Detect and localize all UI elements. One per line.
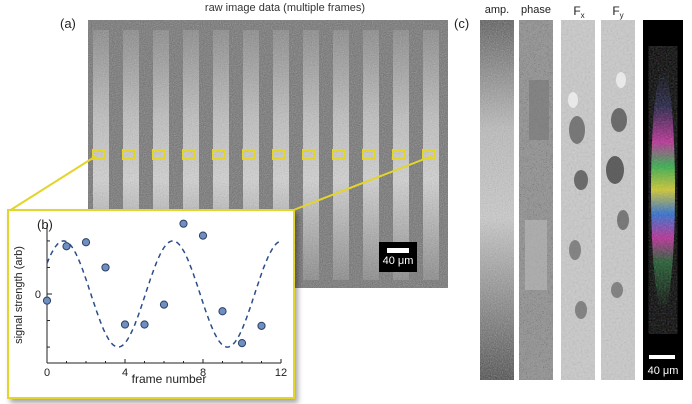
x-tick-label: 8 bbox=[200, 367, 206, 379]
x-tick-label: 4 bbox=[122, 367, 128, 379]
scalebar-label: 40 μm bbox=[382, 255, 414, 267]
roi-box bbox=[212, 149, 226, 160]
cmap-scalebar-label: 40 μm bbox=[648, 365, 679, 377]
panel-c-label: (c) bbox=[454, 16, 470, 31]
raw-scalebar: 40 μm bbox=[379, 242, 417, 272]
fit-curve bbox=[46, 240, 282, 348]
data-point bbox=[120, 320, 130, 329]
fy-strip bbox=[601, 20, 635, 380]
panel-a-label: (a) bbox=[60, 16, 76, 31]
data-point bbox=[140, 320, 149, 329]
roi-box bbox=[332, 149, 346, 160]
roi-box bbox=[302, 149, 316, 160]
data-point bbox=[179, 219, 188, 228]
panel-b-label: (b) bbox=[37, 217, 53, 232]
y-tick-label: 0 bbox=[35, 289, 41, 301]
data-point bbox=[237, 338, 247, 348]
color-map-strip: 40 μm bbox=[643, 20, 683, 380]
scalebar-line bbox=[387, 248, 409, 253]
strip-label-fy: Fy bbox=[612, 4, 624, 20]
data-point bbox=[257, 321, 266, 330]
data-point bbox=[218, 307, 227, 316]
y-axis-label: signal strength (arb) bbox=[13, 246, 25, 344]
panel-b-inset: (b) 0 4 8 12 0 frame number signal strength … bbox=[7, 209, 295, 399]
data-point bbox=[101, 263, 110, 272]
strip-label-phase: phase bbox=[521, 4, 551, 16]
roi-box bbox=[272, 149, 286, 160]
x-tick-label: 0 bbox=[44, 367, 50, 379]
roi-box bbox=[92, 149, 106, 160]
amplitude-strip bbox=[480, 20, 514, 380]
data-point bbox=[62, 242, 71, 251]
roi-box bbox=[182, 149, 196, 160]
data-point bbox=[81, 238, 91, 247]
strip-label-amp: amp. bbox=[484, 4, 510, 16]
signal-chart: (b) 0 4 8 12 0 frame number signal strength … bbox=[13, 217, 287, 386]
data-point bbox=[159, 300, 169, 309]
raw-image-title: raw image data (multiple frames) bbox=[204, 2, 366, 14]
roi-box bbox=[122, 149, 136, 160]
roi-box bbox=[362, 149, 376, 160]
fx-strip bbox=[561, 20, 595, 380]
x-axis-label: frame number bbox=[132, 372, 207, 386]
x-tick-label: 12 bbox=[275, 367, 287, 379]
data-point bbox=[42, 296, 52, 305]
roi-box bbox=[422, 149, 436, 160]
phase-strip bbox=[519, 20, 553, 380]
roi-box bbox=[392, 149, 406, 160]
roi-box bbox=[152, 149, 166, 160]
roi-box bbox=[242, 149, 256, 160]
data-point bbox=[198, 231, 208, 240]
strip-label-fx: Fx bbox=[573, 4, 585, 20]
